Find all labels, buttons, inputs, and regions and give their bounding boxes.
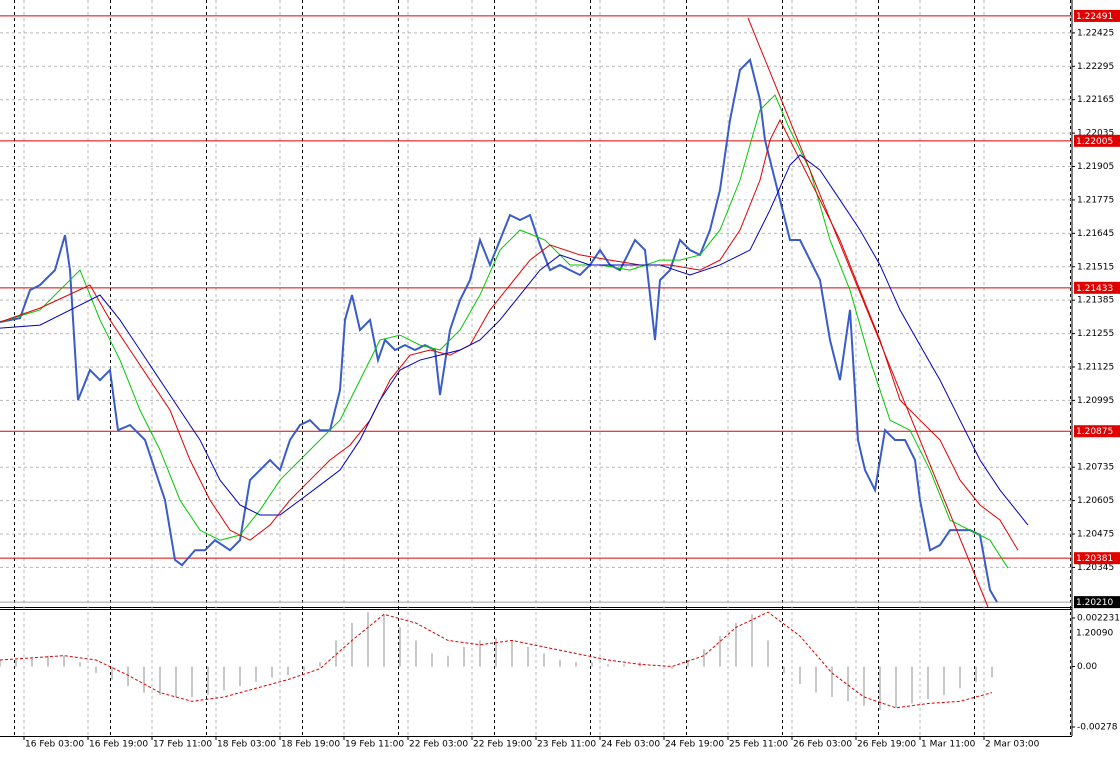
y-tick-label: 1.22165 — [1077, 95, 1114, 105]
y-tick-label: 1.21125 — [1077, 362, 1114, 372]
y-tick-label: 1.22425 — [1077, 28, 1114, 38]
level-label: 1.21433 — [1076, 284, 1113, 294]
y-tick-label: 1.21255 — [1077, 329, 1114, 339]
x-tick-label: 16 Feb 03:00 — [25, 740, 84, 750]
x-tick-label: 1 Mar 11:00 — [921, 740, 976, 750]
series-line — [0, 118, 1019, 551]
level-label-box — [1074, 134, 1120, 147]
y-tick-label: 1.21515 — [1077, 262, 1114, 272]
level-label: 1.20381 — [1076, 554, 1113, 564]
x-tick-label: 22 Feb 19:00 — [473, 740, 532, 750]
x-tick-label: 17 Feb 11:00 — [153, 740, 212, 750]
series-line — [0, 154, 1029, 526]
series-line — [0, 57, 998, 603]
y-tick-label: 1.20995 — [1077, 396, 1114, 406]
current-price-box — [1074, 596, 1120, 609]
x-tick-label: 24 Feb 19:00 — [665, 740, 724, 750]
x-tick-label: 23 Feb 11:00 — [537, 740, 596, 750]
y-tick-label: 0.00 — [1077, 662, 1097, 672]
day-separators — [14, 0, 1071, 736]
level-label-box — [1074, 9, 1120, 22]
level-label-box — [1074, 425, 1120, 438]
x-tick-label: 26 Feb 19:00 — [857, 740, 916, 750]
y-tick-label: 1.20475 — [1077, 530, 1114, 540]
level-label: 1.22491 — [1076, 12, 1113, 22]
level-label: 1.22005 — [1076, 137, 1113, 147]
x-tick-label: 19 Feb 11:00 — [345, 740, 404, 750]
y-tick-label: 1.21645 — [1077, 229, 1114, 239]
y-tick-label: 1.20735 — [1077, 463, 1114, 473]
y-tick-label: 1.21385 — [1077, 296, 1114, 306]
y-tick-label: 1.22295 — [1077, 62, 1114, 72]
y-tick-label: 1.22035 — [1077, 129, 1114, 139]
price-min-label: 1.20090 — [1076, 629, 1113, 639]
current-price-label: 1.20210 — [1076, 598, 1113, 608]
level-label-box — [1074, 281, 1120, 294]
trend-line — [747, 17, 989, 608]
series-line — [0, 94, 1009, 569]
y-tick-label: 1.21775 — [1077, 195, 1114, 205]
level-label-box — [1074, 552, 1120, 565]
x-tick-label: 2 Mar 03:00 — [985, 740, 1040, 750]
y-tick-label: 0.002231 — [1077, 614, 1120, 624]
y-tick-label: 1.20345 — [1077, 563, 1114, 573]
x-tick-label: 26 Feb 03:00 — [793, 740, 852, 750]
x-tick-label: 22 Feb 03:00 — [409, 740, 468, 750]
y-tick-label: 1.20605 — [1077, 496, 1114, 506]
y-tick-label: 1.21905 — [1077, 162, 1114, 172]
x-tick-label: 24 Feb 03:00 — [601, 740, 660, 750]
x-tick-label: 16 Feb 19:00 — [89, 740, 148, 750]
x-tick-label: 18 Feb 19:00 — [281, 740, 340, 750]
series-line — [0, 611, 993, 709]
x-tick-label: 18 Feb 03:00 — [217, 740, 276, 750]
y-tick-label: -0.00278 — [1077, 722, 1118, 732]
x-tick-label: 25 Feb 11:00 — [729, 740, 788, 750]
level-label: 1.20875 — [1076, 427, 1113, 437]
